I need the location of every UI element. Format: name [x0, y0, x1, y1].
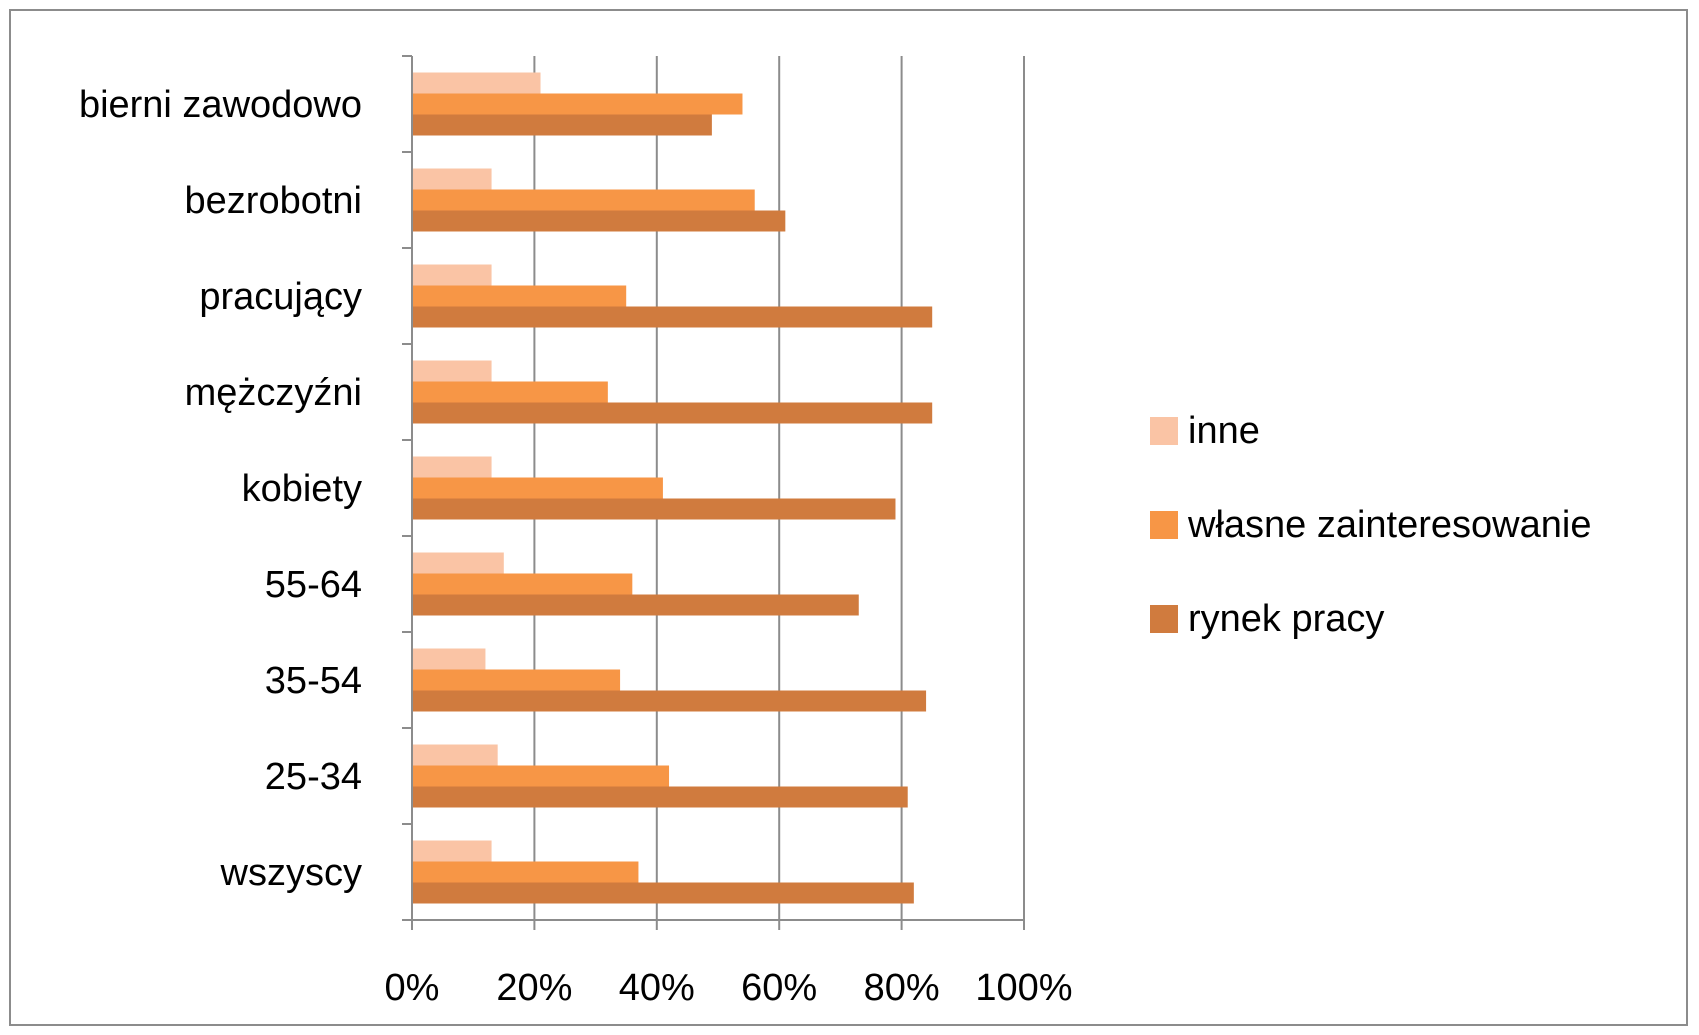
bar-własne-zainteresowanie-mężczyźni	[413, 381, 608, 403]
category-label: 25-34	[265, 756, 362, 798]
bar-inne-55-64	[413, 552, 504, 574]
x-tick-label: 80%	[864, 967, 940, 1009]
bar-inne-pracujący	[413, 264, 492, 286]
bar-rynek-pracy-bezrobotni	[413, 210, 786, 232]
bar-rynek-pracy-mężczyźni	[413, 402, 933, 424]
category-label: mężczyźni	[185, 372, 362, 414]
category-label: 55-64	[265, 564, 362, 606]
bar-własne-zainteresowanie-25-34	[413, 765, 670, 787]
bar-własne-zainteresowanie-pracujący	[413, 285, 627, 307]
bars	[413, 72, 933, 904]
bar-własne-zainteresowanie-55-64	[413, 573, 633, 595]
x-tick-label: 100%	[975, 967, 1072, 1009]
legend-swatch	[1150, 417, 1178, 445]
axes	[402, 55, 1025, 930]
x-tick-label: 20%	[496, 967, 572, 1009]
bar-inne-mężczyźni	[413, 360, 492, 382]
bar-rynek-pracy-wszyscy	[413, 882, 914, 904]
legend-item: inne	[1150, 410, 1591, 452]
bar-własne-zainteresowanie-bierni-zawodowo	[413, 93, 743, 115]
bar-rynek-pracy-bierni-zawodowo	[413, 114, 712, 136]
bar-rynek-pracy-25-34	[413, 786, 908, 808]
category-label: wszyscy	[220, 852, 362, 894]
bar-rynek-pracy-35-54	[413, 690, 927, 712]
legend-swatch	[1150, 605, 1178, 633]
legend-label: własne zainteresowanie	[1188, 503, 1592, 546]
category-label: pracujący	[199, 276, 362, 318]
bar-własne-zainteresowanie-kobiety	[413, 477, 663, 499]
bar-inne-kobiety	[413, 456, 492, 478]
legend-item: rynek pracy	[1150, 598, 1591, 640]
x-tick-label: 0%	[385, 967, 440, 1009]
category-label: bezrobotni	[185, 180, 362, 222]
category-label: 35-54	[265, 660, 362, 702]
x-tick-label: 40%	[619, 967, 695, 1009]
bar-własne-zainteresowanie-35-54	[413, 669, 621, 691]
bar-inne-bezrobotni	[413, 168, 492, 190]
bar-inne-wszyscy	[413, 840, 492, 862]
bar-inne-bierni-zawodowo	[413, 72, 541, 94]
legend-label: inne	[1188, 409, 1260, 452]
bar-inne-35-54	[413, 648, 486, 670]
legend-label: rynek pracy	[1188, 597, 1385, 640]
x-tick-labels: 0% 20% 40% 60% 80% 100%	[385, 967, 1073, 1009]
legend-item: własne zainteresowanie	[1150, 504, 1591, 546]
legend-swatch	[1150, 511, 1178, 539]
legend: inne własne zainteresowanie rynek pracy	[1150, 410, 1591, 696]
bar-inne-25-34	[413, 744, 498, 766]
category-label: kobiety	[242, 468, 362, 510]
bar-rynek-pracy-pracujący	[413, 306, 933, 328]
bar-własne-zainteresowanie-bezrobotni	[413, 189, 755, 211]
bar-własne-zainteresowanie-wszyscy	[413, 861, 639, 883]
x-tick-label: 60%	[741, 967, 817, 1009]
bar-rynek-pracy-55-64	[413, 594, 859, 616]
category-label: bierni zawodowo	[79, 84, 362, 126]
bar-rynek-pracy-kobiety	[413, 498, 896, 520]
category-labels: wszyscy 25-34 35-54 55-64 kobiety mężczyźni pr…	[79, 84, 362, 894]
